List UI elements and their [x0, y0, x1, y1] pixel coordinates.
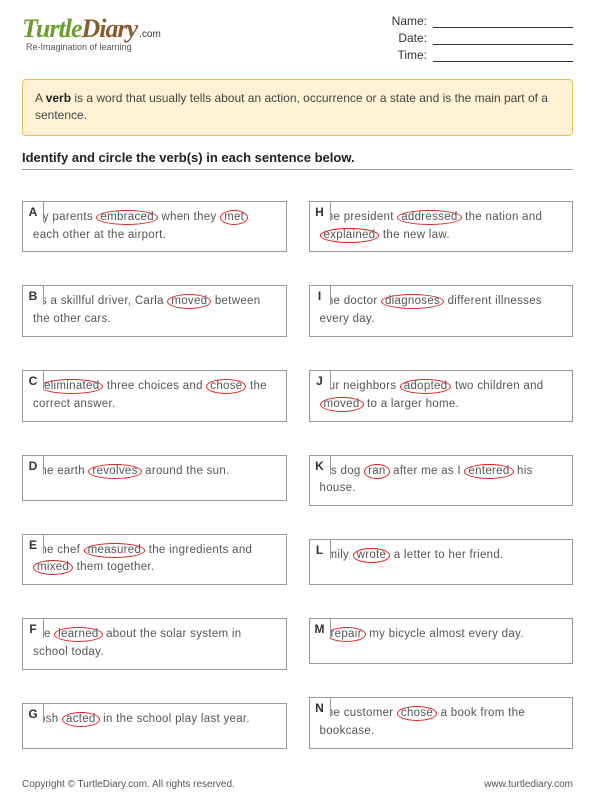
header-field-line[interactable]	[433, 14, 573, 28]
sentence-box: We learned about the solar system in sch…	[22, 618, 287, 670]
sentence-box: Our neighbors adopted two children and m…	[309, 370, 574, 422]
circled-verb: addressed	[397, 210, 461, 225]
item-letter: B	[22, 285, 44, 305]
sentence-item: BAs a skillful driver, Carla moved betwe…	[22, 285, 287, 337]
definition-box: A verb is a word that usually tells abou…	[22, 79, 573, 136]
header-field-label: Time:	[397, 48, 427, 62]
circled-verb: chose	[397, 706, 437, 721]
sentence-box: The earth revolves around the sun.	[22, 455, 287, 501]
sentence-box: As a skillful driver, Carla moved betwee…	[22, 285, 287, 337]
definition-rest: is a word that usually tells about an ac…	[35, 91, 548, 122]
sentence-item: NThe customer chose a book from the book…	[309, 697, 574, 749]
item-letter: G	[22, 703, 44, 723]
item-letter: F	[22, 618, 44, 638]
circled-verb: diagnoses	[381, 294, 444, 309]
logo-tagline: Re-Imagination of learning	[26, 42, 161, 52]
item-letter: H	[309, 201, 331, 221]
circled-verb: met	[220, 210, 248, 225]
sentence-box: I eliminated three choices and chose the…	[22, 370, 287, 422]
header-fields: Name: Date: Time:	[392, 14, 573, 65]
circled-verb: revolves	[88, 464, 141, 479]
definition-term: verb	[46, 91, 71, 105]
sentence-item: MI repair my bicycle almost every day.	[309, 618, 574, 664]
sentence-box: I repair my bicycle almost every day.	[309, 618, 574, 664]
header-field-label: Date:	[398, 31, 427, 45]
circled-verb: wrote	[353, 548, 391, 563]
footer-copyright: Copyright © TurtleDiary.com. All rights …	[22, 779, 235, 790]
circled-verb: moved	[167, 294, 211, 309]
sentence-item: CI eliminated three choices and chose th…	[22, 370, 287, 422]
item-letter: D	[22, 455, 44, 475]
item-letter: C	[22, 370, 44, 390]
header-field-row: Name:	[392, 14, 573, 28]
circled-verb: ran	[364, 464, 390, 479]
circled-verb: entered	[464, 464, 513, 479]
sentence-grid: AMy parents embraced when they met each …	[22, 182, 573, 763]
circled-verb: measured	[84, 543, 146, 558]
sentence-item: GJosh acted in the school play last year…	[22, 703, 287, 749]
footer-url: www.turtlediary.com	[484, 779, 573, 790]
circled-verb: explained	[320, 228, 380, 243]
header-field-label: Name:	[392, 14, 427, 28]
sentence-item: AMy parents embraced when they met each …	[22, 201, 287, 253]
sentence-item: IThe doctor diagnoses different illnesse…	[309, 285, 574, 337]
definition-prefix: A	[35, 91, 46, 105]
item-letter: J	[309, 370, 331, 390]
sentence-item: LEmily wrote a letter to her friend.	[309, 539, 574, 585]
sentence-box: Emily wrote a letter to her friend.	[309, 539, 574, 585]
circled-verb: mixed	[33, 560, 73, 575]
circled-verb: chose	[206, 379, 246, 394]
circled-verb: learned	[54, 627, 102, 642]
sentence-item: KHis dog ran after me as I entered his h…	[309, 455, 574, 507]
circled-verb: adopted	[400, 379, 452, 394]
sentence-box: His dog ran after me as I entered his ho…	[309, 455, 574, 507]
sentence-item: EThe chef measured the ingredients and m…	[22, 534, 287, 586]
circled-verb: embraced	[96, 210, 158, 225]
header-field-line[interactable]	[433, 31, 573, 45]
logo-diary: Diary	[81, 14, 137, 44]
item-letter: E	[22, 534, 44, 554]
circled-verb: acted	[62, 712, 100, 727]
sentence-box: Josh acted in the school play last year.	[22, 703, 287, 749]
item-letter: K	[309, 455, 331, 475]
item-letter: A	[22, 201, 44, 221]
sentence-box: The customer chose a book from the bookc…	[309, 697, 574, 749]
circled-verb: moved	[320, 397, 364, 412]
sentence-item: HThe president addressed the nation and …	[309, 201, 574, 253]
footer: Copyright © TurtleDiary.com. All rights …	[0, 779, 595, 790]
header-field-row: Date:	[392, 31, 573, 45]
divider	[22, 169, 573, 170]
circled-verb: repair	[327, 627, 366, 642]
sentence-item: FWe learned about the solar system in sc…	[22, 618, 287, 670]
item-letter: M	[309, 618, 331, 638]
instruction: Identify and circle the verb(s) in each …	[22, 150, 573, 165]
sentence-item: DThe earth revolves around the sun.	[22, 455, 287, 501]
header-field-line[interactable]	[433, 48, 573, 62]
logo-dotcom: .com	[139, 29, 161, 40]
item-letter: N	[309, 697, 331, 717]
logo: TurtleDiary.com Re-Imagination of learni…	[22, 14, 161, 52]
sentence-item: JOur neighbors adopted two children and …	[309, 370, 574, 422]
header-field-row: Time:	[392, 48, 573, 62]
sentence-box: The president addressed the nation and e…	[309, 201, 574, 253]
item-letter: I	[309, 285, 331, 305]
sentence-box: My parents embraced when they met each o…	[22, 201, 287, 253]
sentence-box: The doctor diagnoses different illnesses…	[309, 285, 574, 337]
logo-turtle: Turtle	[22, 14, 81, 44]
sentence-box: The chef measured the ingredients and mi…	[22, 534, 287, 586]
item-letter: L	[309, 539, 331, 559]
circled-verb: eliminated	[40, 379, 103, 394]
